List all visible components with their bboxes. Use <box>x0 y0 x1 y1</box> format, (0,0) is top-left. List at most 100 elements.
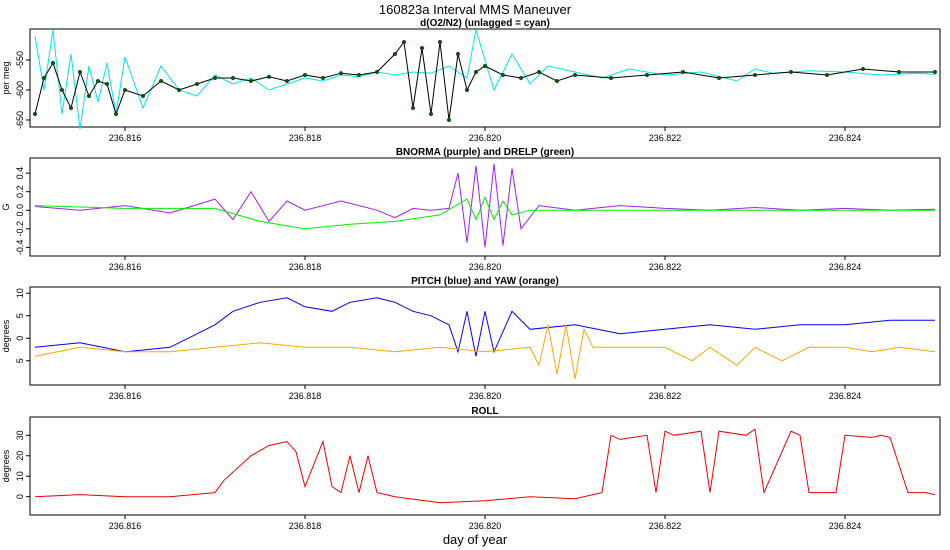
data-point <box>140 93 145 98</box>
y-tick-label: 30 <box>15 430 25 440</box>
x-tick-label: 236.818 <box>289 521 322 531</box>
y-tick-label: 10 <box>15 288 25 298</box>
series-line-lagged <box>34 40 935 121</box>
data-point <box>933 69 938 74</box>
y-tick-label: -550 <box>15 51 25 69</box>
panel-2: BNORMA (purple) and DRELP (green) G 236.81… <box>1 147 941 272</box>
data-point <box>474 69 479 74</box>
y-tick-label: 5 <box>15 313 25 318</box>
y-tick-label: -650 <box>15 111 25 129</box>
y-tick-label: 10 <box>15 471 25 481</box>
x-tick-label: 236.816 <box>109 262 142 272</box>
y-axis-label: G <box>1 203 11 210</box>
panel-title: ROLL <box>471 406 498 417</box>
x-tick-label: 236.824 <box>829 391 862 401</box>
x-tick-label: 236.818 <box>289 133 322 143</box>
data-point <box>339 71 344 76</box>
x-tick-label: 236.818 <box>289 262 322 272</box>
data-point <box>717 75 722 80</box>
data-point <box>104 81 109 86</box>
x-tick-label: 236.816 <box>109 133 142 143</box>
data-point <box>789 69 794 74</box>
panel-frame <box>29 28 941 128</box>
data-point <box>194 81 199 86</box>
data-point <box>51 61 56 66</box>
x-tick-label: 236.820 <box>469 133 502 143</box>
data-point <box>501 72 506 77</box>
data-point <box>248 78 253 83</box>
data-point <box>573 72 578 77</box>
data-point <box>456 52 461 57</box>
data-point <box>609 75 614 80</box>
y-tick-label: -600 <box>15 81 25 99</box>
data-point <box>212 75 217 80</box>
panel-1: d(O2/N2) (unlagged = cyan) per meg 236.816… <box>1 18 941 143</box>
data-point <box>825 72 830 77</box>
y-tick-label: -0.2 <box>15 221 25 237</box>
data-point <box>429 111 434 116</box>
series-line-bnorma <box>34 163 936 248</box>
panel-title: PITCH (blue) and YAW (orange) <box>411 276 559 287</box>
figure-title: 160823a Interval MMS Maneuver <box>379 2 572 17</box>
data-point <box>438 40 443 45</box>
data-point <box>267 74 272 79</box>
y-axis-label: per meg <box>1 61 11 94</box>
x-tick-label: 236.820 <box>469 391 502 401</box>
data-point <box>176 87 181 92</box>
data-point <box>420 46 425 51</box>
data-point <box>393 52 398 57</box>
data-point <box>519 75 524 80</box>
x-tick-label: 236.824 <box>829 133 862 143</box>
data-point <box>158 78 163 83</box>
y-tick-label: 5 <box>15 358 25 363</box>
x-tick-label: 236.824 <box>829 521 862 531</box>
data-point <box>86 93 91 98</box>
x-tick-label: 236.818 <box>289 391 322 401</box>
series-line-drelp <box>34 195 935 230</box>
data-point <box>42 75 47 80</box>
data-point <box>681 69 686 74</box>
series-line-pitch <box>34 297 935 357</box>
y-tick-label: 0.2 <box>15 185 25 198</box>
data-point <box>303 72 308 77</box>
series-line-roll <box>34 428 936 504</box>
data-point <box>60 87 65 92</box>
y-tick-label: 0.0 <box>15 204 25 217</box>
x-tick-label: 236.822 <box>649 262 682 272</box>
y-axis-label: degrees <box>1 319 11 352</box>
x-axis-label: day of year <box>443 532 508 547</box>
data-point <box>230 75 235 80</box>
y-axis-label: degrees <box>1 449 11 482</box>
panel-4: ROLL degrees 236.816 236.818 236.820 236.822 2… <box>1 406 941 531</box>
data-point <box>897 69 902 74</box>
panel-frame <box>29 157 941 257</box>
data-point <box>411 105 416 110</box>
x-tick-label: 236.816 <box>109 391 142 401</box>
panel-3: PITCH (blue) and YAW (orange) degrees 236.… <box>1 276 941 401</box>
data-point <box>537 69 542 74</box>
series-line-unlagged <box>34 29 936 130</box>
x-tick-label: 236.820 <box>469 262 502 272</box>
data-point <box>113 111 118 116</box>
y-tick-label: 0 <box>15 494 25 499</box>
data-point <box>447 117 452 122</box>
y-tick-label: 0.4 <box>15 167 25 180</box>
panel-frame <box>29 286 941 386</box>
panel-title: BNORMA (purple) and DRELP (green) <box>396 147 574 158</box>
series-line-yaw <box>34 324 936 379</box>
panel-title: d(O2/N2) (unlagged = cyan) <box>420 18 550 29</box>
data-point <box>68 105 73 110</box>
chart-panels: d(O2/N2) (unlagged = cyan) per meg 236.816… <box>1 18 941 531</box>
data-point <box>555 78 560 83</box>
y-tick-label: 0 <box>15 336 25 341</box>
x-tick-label: 236.822 <box>649 521 682 531</box>
data-point <box>645 72 650 77</box>
data-point <box>402 40 407 45</box>
data-point <box>77 69 82 74</box>
x-tick-label: 236.822 <box>649 133 682 143</box>
data-point <box>122 87 127 92</box>
data-point <box>483 63 488 68</box>
y-tick-label: -0.4 <box>15 240 25 256</box>
data-point <box>321 75 326 80</box>
